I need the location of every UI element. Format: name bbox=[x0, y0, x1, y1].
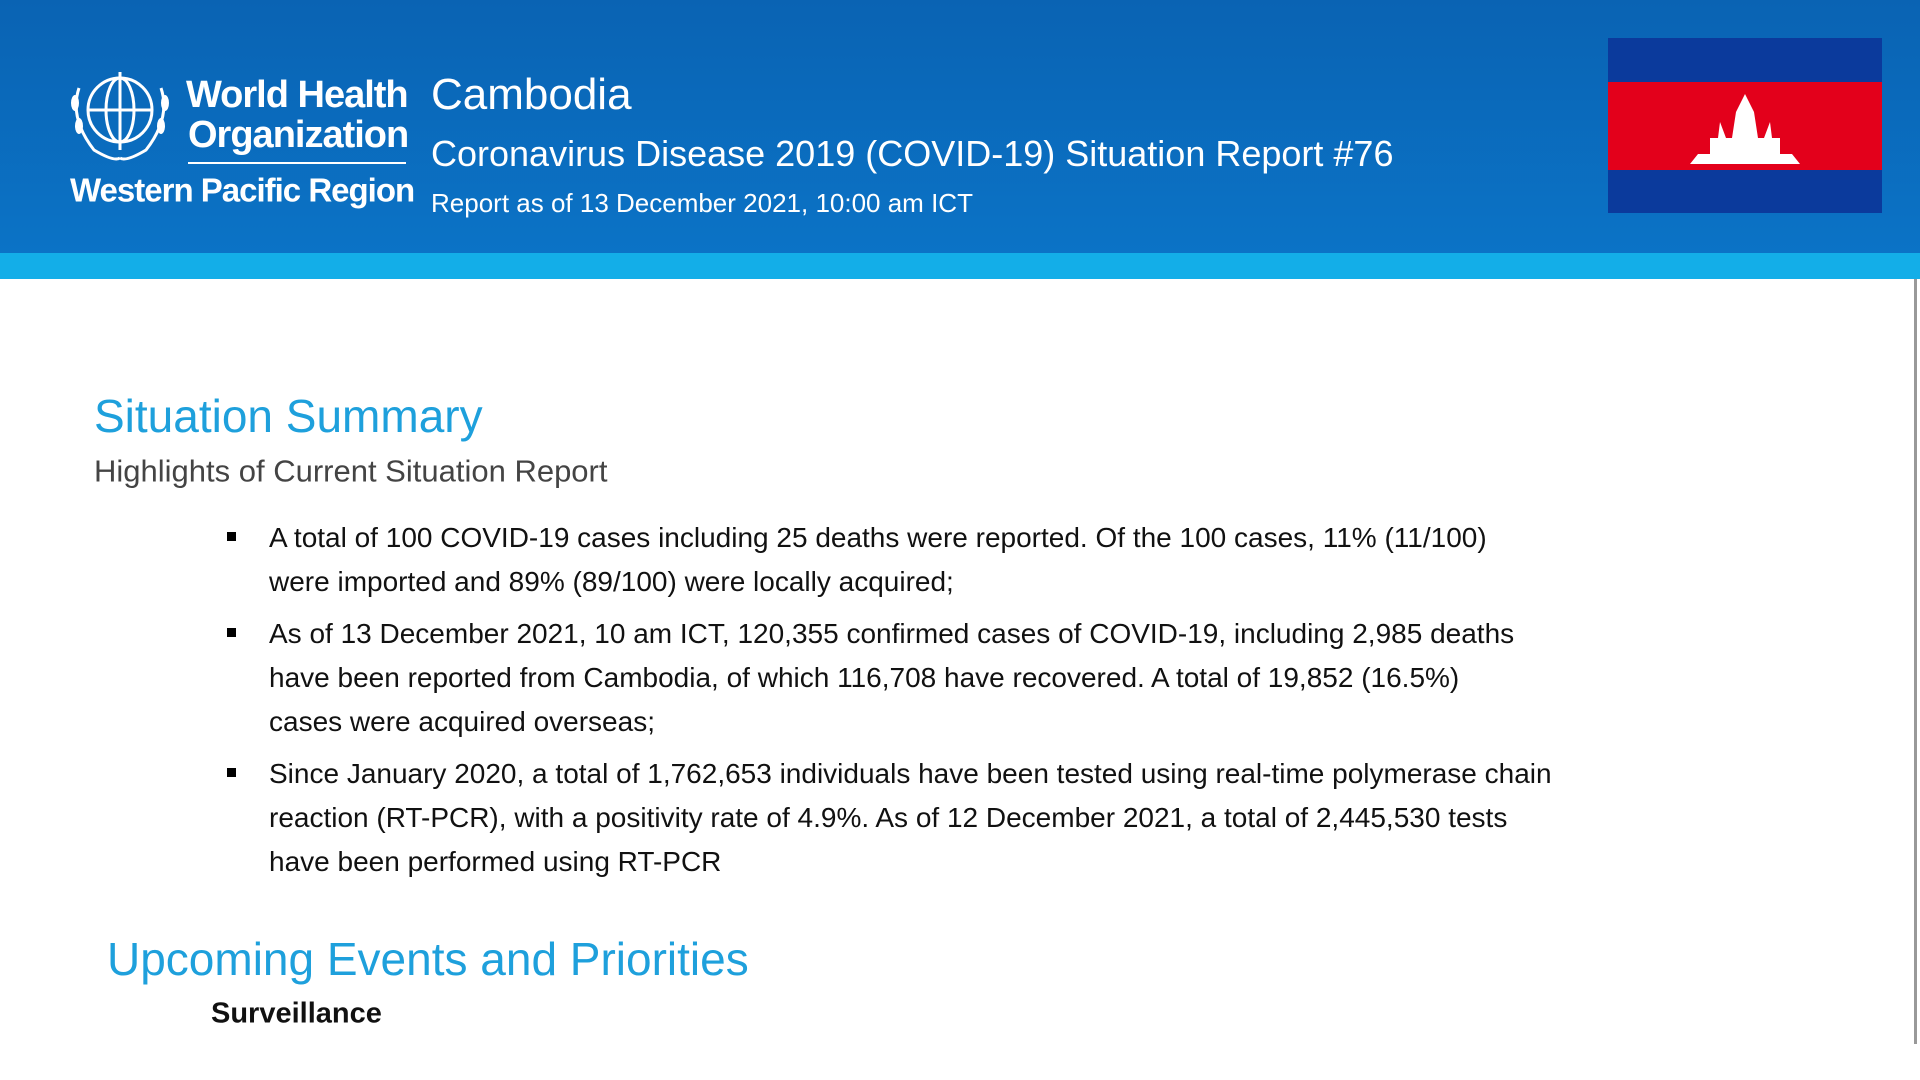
region-name: Western Pacific Region bbox=[70, 171, 415, 209]
accent-strip bbox=[0, 253, 1920, 279]
edge-line bbox=[1914, 279, 1917, 1044]
bullet-text: reaction (RT-PCR), with a positivity rat… bbox=[269, 802, 1508, 833]
bullet-text: cases were acquired overseas; bbox=[269, 706, 655, 737]
country: Cambodia bbox=[431, 70, 632, 119]
bullet-text: were imported and 89% (89/100) were loca… bbox=[269, 566, 954, 597]
section-heading: Upcoming Events and Priorities bbox=[107, 933, 749, 985]
section-heading: Situation Summary bbox=[94, 390, 483, 442]
subsection-heading: Surveillance bbox=[211, 997, 382, 1030]
bullet-text: As of 13 December 2021, 10 am ICT, 120,3… bbox=[269, 618, 1515, 649]
divider bbox=[188, 162, 406, 164]
section-subheading: Highlights of Current Situation Report bbox=[94, 453, 608, 489]
org-name: Organization bbox=[188, 114, 409, 156]
report-date: Report as of 13 December 2021, 10:00 am … bbox=[431, 188, 973, 218]
header-banner: World Health Organization Western Pacifi… bbox=[0, 0, 1920, 253]
bullet-text: Since January 2020, a total of 1,762,653… bbox=[269, 758, 1552, 789]
bullet-text: A total of 100 COVID-19 cases including … bbox=[269, 522, 1487, 553]
bullet-item: A total of 100 COVID-19 cases including … bbox=[227, 516, 1552, 604]
who-logo bbox=[71, 72, 169, 161]
bullet-item: As of 13 December 2021, 10 am ICT, 120,3… bbox=[227, 612, 1552, 744]
flag bbox=[1608, 38, 1882, 213]
highlights-list: A total of 100 COVID-19 cases including … bbox=[227, 516, 1552, 892]
bullet-item: Since January 2020, a total of 1,762,653… bbox=[227, 752, 1552, 884]
bullet-text: have been performed using RT-PCR bbox=[269, 846, 722, 877]
bullet-text: have been reported from Cambodia, of whi… bbox=[269, 662, 1460, 693]
report-title: Coronavirus Disease 2019 (COVID-19) Situ… bbox=[431, 133, 1394, 174]
org-name: World Health bbox=[186, 74, 409, 116]
